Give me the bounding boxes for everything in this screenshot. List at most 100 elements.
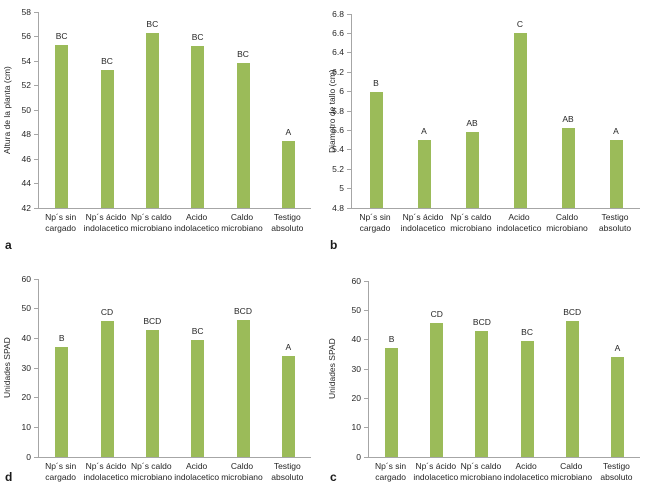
bar bbox=[610, 356, 624, 457]
significance-letter: BC bbox=[191, 32, 204, 43]
y-axis-tick-label: 40 bbox=[21, 332, 31, 343]
bar bbox=[145, 330, 159, 457]
y-axis-tick-label: 6 bbox=[339, 86, 344, 97]
category-label: Np´s caldo microbiano bbox=[130, 212, 173, 233]
significance-letter: A bbox=[614, 342, 621, 353]
bar bbox=[465, 132, 479, 208]
bar bbox=[369, 91, 383, 208]
category-label: Testigo absoluto bbox=[271, 212, 304, 233]
category-label: Np´s sin cargado bbox=[45, 461, 77, 482]
y-axis-tick bbox=[34, 397, 38, 399]
y-axis-tick bbox=[347, 149, 351, 151]
y-axis-tick bbox=[34, 183, 38, 184]
bar bbox=[191, 339, 205, 457]
significance-letter: BC bbox=[521, 327, 533, 338]
y-axis-tick-label: 46 bbox=[21, 153, 31, 164]
category-label: Np´s caldo microbiano bbox=[460, 461, 502, 482]
y-axis-tick bbox=[347, 32, 351, 34]
y-axis-tick-label: 40 bbox=[351, 334, 361, 345]
x-axis-category-labels: Np´s sin cargado Np´s ácido indolacetico Np´… bbox=[351, 212, 639, 233]
significance-letter: CD bbox=[430, 308, 443, 319]
chart-panel-d: Unidades SPAD 0 10 20 30 40 50 60 B CD BCD BC BCD A … bbox=[0, 249, 325, 497]
x-axis-category-labels: Np´s sin cargado Np´s ácido indolacetico Np´… bbox=[368, 461, 639, 482]
y-axis-tick bbox=[34, 109, 38, 111]
category-label: Np´s sin cargado bbox=[359, 212, 391, 233]
bar bbox=[561, 128, 575, 208]
y-axis-tick bbox=[364, 368, 368, 370]
plot-area: 42 44 46 48 50 52 54 56 58 BC BC BC BC BC A bbox=[22, 7, 311, 213]
category-label: Np´s sin cargado bbox=[374, 461, 407, 482]
y-axis-tick bbox=[34, 85, 38, 86]
y-axis-tick-label: 58 bbox=[21, 6, 31, 17]
y-axis-tick-label: 5.2 bbox=[332, 163, 344, 174]
panel-letter: b bbox=[330, 238, 338, 252]
panel-letter: c bbox=[330, 470, 337, 484]
y-axis-tick-label: 5 bbox=[339, 183, 344, 194]
y-axis-tick-label: 6.2 bbox=[332, 66, 344, 77]
bar bbox=[417, 140, 431, 208]
y-axis-tick bbox=[34, 60, 38, 62]
bar bbox=[565, 321, 579, 457]
bar bbox=[55, 346, 69, 457]
panel-letter: a bbox=[5, 238, 12, 252]
y-axis-tick bbox=[347, 13, 351, 15]
category-label: Np´s caldo microbiano bbox=[450, 212, 492, 233]
category-label: Acido indolacetico bbox=[174, 461, 220, 482]
y-axis-tick-label: 44 bbox=[21, 178, 31, 188]
y-axis-tick-label: 60 bbox=[21, 273, 31, 284]
category-label: Np´s ácido indolacetico bbox=[83, 212, 129, 233]
bar bbox=[100, 321, 114, 457]
plot-area: 4.8 5 5.2 5.4 5.6 5.8 6 6.2 6.4 6.6 6.8 B A AB C AB A bbox=[332, 9, 640, 213]
significance-letter: A bbox=[613, 126, 619, 137]
y-axis-tick bbox=[34, 367, 38, 369]
y-axis-tick bbox=[364, 280, 368, 282]
category-label: Acido indolacetico bbox=[503, 461, 549, 482]
category-label: Np´s ácido indolacetico bbox=[413, 461, 459, 482]
significance-letter: B bbox=[388, 333, 395, 344]
bar bbox=[609, 140, 623, 208]
y-axis-tick bbox=[34, 134, 38, 135]
y-axis-tick bbox=[347, 207, 351, 209]
y-axis-tick bbox=[364, 309, 368, 311]
y-axis-tick-label: 30 bbox=[21, 362, 31, 373]
y-axis-tick-label: 0 bbox=[26, 451, 31, 462]
significance-letter: AB bbox=[562, 114, 574, 125]
plot-area: 0 10 20 30 40 50 60 B CD BCD BC BCD A bbox=[22, 274, 311, 462]
y-axis-tick-label: 10 bbox=[21, 421, 31, 432]
bar bbox=[281, 140, 295, 208]
category-label: Caldo microbiano bbox=[550, 461, 593, 482]
y-axis-tick-label: 6.4 bbox=[332, 47, 344, 58]
y-axis-tick bbox=[34, 158, 38, 160]
category-label: Caldo microbiano bbox=[546, 212, 588, 233]
category-label: Testigo absoluto bbox=[598, 212, 632, 233]
bar bbox=[236, 63, 250, 208]
significance-letter: A bbox=[285, 341, 292, 352]
y-axis-tick bbox=[34, 426, 38, 428]
y-axis-tick bbox=[347, 91, 351, 93]
y-axis-tick-label: 60 bbox=[351, 275, 361, 286]
y-axis-tick-label: 10 bbox=[351, 422, 361, 433]
y-axis-tick bbox=[364, 339, 368, 341]
category-label: Np´s caldo microbiano bbox=[130, 461, 173, 482]
y-axis-tick-label: 30 bbox=[351, 363, 361, 374]
y-axis-tick bbox=[364, 397, 368, 399]
y-axis-tick-label: 50 bbox=[21, 104, 31, 115]
significance-letter: BCD bbox=[563, 307, 582, 318]
significance-letter: AB bbox=[466, 118, 478, 129]
y-axis-tick bbox=[347, 52, 351, 54]
x-axis-category-labels: Np´s sin cargado Np´s ácido indolacetico Np´… bbox=[38, 212, 310, 233]
y-axis-tick-label: 6.6 bbox=[332, 27, 344, 38]
y-axis-tick bbox=[34, 11, 38, 13]
significance-letter: BCD bbox=[234, 305, 252, 316]
y-axis-tick-label: 20 bbox=[21, 392, 31, 403]
bar bbox=[145, 32, 159, 208]
y-axis-tick-label: 42 bbox=[21, 202, 31, 213]
y-axis-tick bbox=[34, 207, 38, 209]
category-label: Acido indolacetico bbox=[174, 212, 220, 233]
y-axis-tick-label: 0 bbox=[356, 451, 361, 462]
bar bbox=[55, 45, 69, 208]
bar bbox=[475, 331, 489, 457]
chart-panel-c: Unidades SPAD 0 10 20 30 40 50 60 B CD BCD BC BCD A … bbox=[325, 249, 650, 497]
y-axis-tick-label: 56 bbox=[21, 31, 31, 41]
y-axis-tick bbox=[34, 337, 38, 339]
